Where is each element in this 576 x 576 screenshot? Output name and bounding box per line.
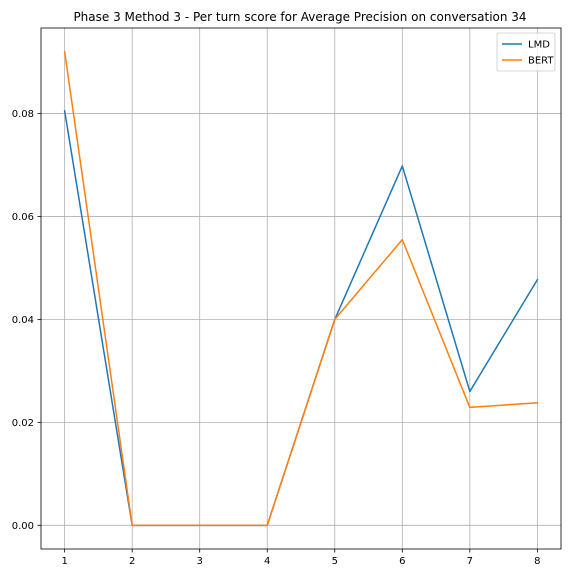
plot-frame — [40, 27, 562, 550]
legend-label-bert: BERT — [528, 56, 554, 67]
series-line-bert — [63, 50, 539, 527]
y-tick-label: 0.02 — [12, 418, 34, 429]
series-bert — [63, 50, 539, 527]
series-line-lmd — [63, 110, 539, 527]
chart-title: Phase 3 Method 3 - Per turn score for Av… — [73, 10, 526, 24]
x-tick-label: 3 — [197, 556, 203, 567]
y-tick-label: 0.00 — [12, 521, 34, 532]
legend-box — [496, 32, 556, 72]
grid-lines — [41, 28, 561, 549]
x-axis-ticks: 1 2 3 4 5 6 7 8 — [61, 549, 541, 567]
y-tick-label: 0.04 — [12, 315, 34, 326]
x-tick-label: 6 — [399, 556, 405, 567]
y-axis-ticks: 0.00 0.02 0.04 0.06 0.08 — [12, 109, 41, 532]
y-tick-label: 0.06 — [12, 212, 34, 223]
x-tick-label: 8 — [534, 556, 540, 567]
x-tick-label: 1 — [61, 556, 67, 567]
series-lmd — [63, 110, 539, 527]
legend: LMD BERT — [496, 32, 556, 72]
series-lines — [63, 50, 539, 527]
legend-label-lmd: LMD — [528, 40, 550, 51]
y-tick-label: 0.08 — [12, 109, 34, 120]
x-tick-label: 5 — [332, 556, 338, 567]
x-tick-label: 2 — [129, 556, 135, 567]
x-tick-label: 4 — [264, 556, 270, 567]
x-tick-label: 7 — [467, 556, 473, 567]
